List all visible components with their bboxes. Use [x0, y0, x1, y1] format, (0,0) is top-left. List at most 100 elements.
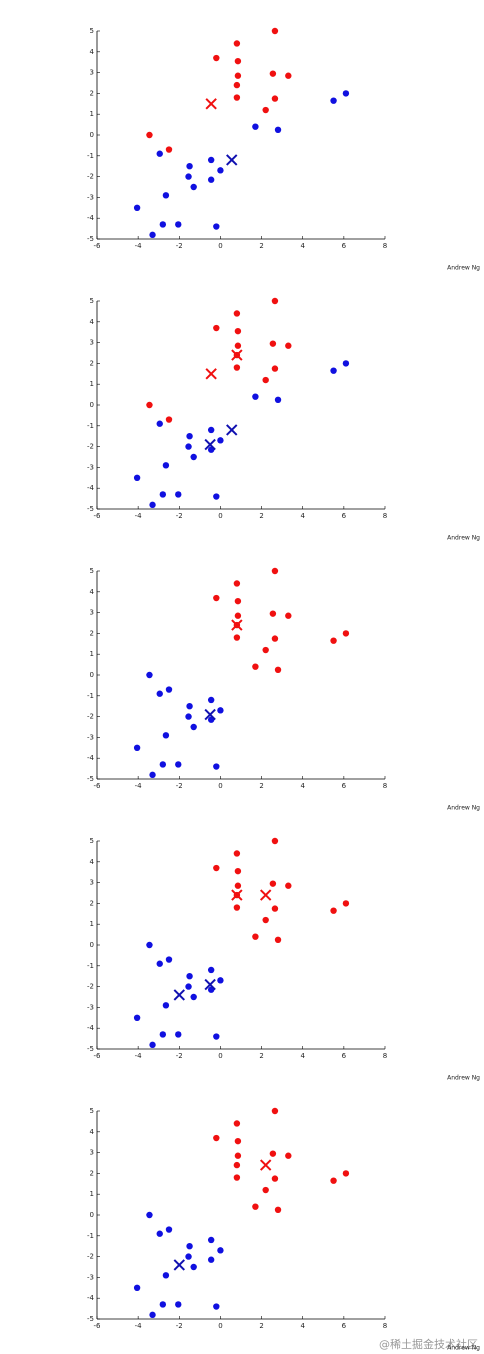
y-tick-label: -1	[87, 692, 94, 700]
point	[233, 94, 241, 101]
point	[234, 597, 242, 605]
y-tick-label: -1	[87, 1232, 94, 1240]
point	[274, 126, 282, 133]
point	[156, 1230, 163, 1237]
point	[185, 443, 192, 450]
x-tick-label: 0	[218, 1052, 222, 1060]
x-tick-label: -6	[94, 1052, 102, 1060]
point	[207, 176, 215, 183]
x-tick-label: 8	[383, 1322, 387, 1330]
centroid	[226, 424, 238, 436]
point	[207, 426, 215, 434]
point	[185, 713, 192, 720]
point	[213, 763, 220, 770]
point	[342, 90, 350, 97]
point	[330, 97, 337, 104]
point	[175, 491, 182, 498]
point	[233, 850, 241, 857]
point	[159, 1301, 167, 1308]
centroid	[259, 1159, 272, 1171]
y-tick-label: 2	[90, 629, 94, 637]
point	[217, 707, 224, 714]
annotation: Andrew Ng	[447, 1345, 480, 1352]
point	[217, 1247, 224, 1254]
point	[156, 150, 163, 157]
centroid	[231, 619, 243, 631]
point	[234, 342, 242, 349]
y-tick-label: -5	[87, 1315, 94, 1323]
point	[213, 493, 220, 500]
point	[285, 1152, 292, 1159]
point	[252, 393, 259, 400]
centroid	[231, 889, 243, 901]
point	[285, 882, 292, 889]
point	[159, 491, 167, 498]
y-tick-label: -5	[87, 505, 94, 513]
point	[186, 1243, 193, 1250]
point	[233, 364, 241, 371]
y-tick-label: 1	[90, 650, 94, 658]
x-tick-label: -2	[176, 242, 183, 250]
y-tick-label: -3	[87, 1003, 94, 1011]
point	[190, 723, 197, 731]
x-tick-label: 2	[259, 512, 263, 520]
point	[269, 610, 277, 617]
point	[213, 223, 220, 230]
point	[186, 973, 193, 980]
x-tick-label: 2	[259, 782, 263, 790]
y-tick-label: 2	[90, 1169, 94, 1177]
y-tick-label: 0	[90, 131, 94, 139]
annotation: Andrew Ng	[447, 805, 480, 812]
point	[165, 416, 173, 423]
x-tick-label: 0	[218, 242, 222, 250]
point	[330, 367, 337, 374]
y-tick-label: -2	[87, 1253, 94, 1261]
point	[146, 941, 153, 949]
x-tick-label: 0	[218, 512, 222, 520]
point	[156, 960, 163, 967]
point	[213, 1134, 220, 1142]
x-tick-label: -2	[176, 1052, 183, 1060]
x-tick-label: 8	[383, 512, 387, 520]
y-tick-label: -1	[87, 422, 94, 430]
y-tick-label: 5	[90, 297, 94, 305]
point	[234, 882, 242, 889]
point	[175, 1031, 182, 1038]
point	[234, 72, 242, 79]
point	[175, 761, 182, 768]
x-tick-label: 0	[218, 1322, 222, 1330]
x-tick-label: -4	[135, 242, 143, 250]
point	[159, 761, 167, 768]
x-tick-label: 2	[259, 242, 263, 250]
point	[271, 297, 279, 305]
x-tick-label: 2	[259, 1052, 263, 1060]
x-tick-label: -6	[94, 782, 102, 790]
centroid	[231, 349, 243, 361]
annotation: Andrew Ng	[447, 1075, 480, 1082]
y-tick-label: 1	[90, 920, 94, 928]
point	[213, 54, 220, 62]
point	[217, 437, 224, 444]
x-tick-label: 4	[300, 512, 305, 520]
point	[165, 956, 173, 963]
point	[233, 1120, 241, 1127]
y-tick-label: -2	[87, 173, 94, 181]
y-tick-label: -5	[87, 1045, 94, 1053]
y-tick-label: -1	[87, 152, 94, 160]
y-tick-label: 3	[90, 879, 94, 887]
point	[175, 1301, 182, 1308]
point	[285, 342, 292, 349]
point	[233, 310, 241, 317]
y-tick-label: -2	[87, 983, 94, 991]
y-tick-label: -4	[87, 484, 95, 492]
y-tick-label: 3	[90, 69, 94, 77]
point	[186, 163, 193, 170]
y-tick-label: 5	[90, 27, 94, 35]
panel: -6 -4 -2 0 2 4 6 8 -5 -4 -3 -2 -1 0 1 2 3 4 5 Andrew Ng	[87, 567, 480, 812]
panel: -6 -4 -2 0 2 4 6 8 -5 -4 -3 -2 -1 0 1 2 3 4 5 Andrew Ng	[87, 297, 480, 542]
centroid	[226, 154, 238, 166]
panel: -6 -4 -2 0 2 4 6 8 -5 -4 -3 -2 -1 0 1 2 3 4 5 Andrew Ng	[87, 1107, 480, 1352]
y-tick-label: 0	[90, 401, 94, 409]
point	[271, 1107, 279, 1115]
point	[207, 966, 215, 974]
